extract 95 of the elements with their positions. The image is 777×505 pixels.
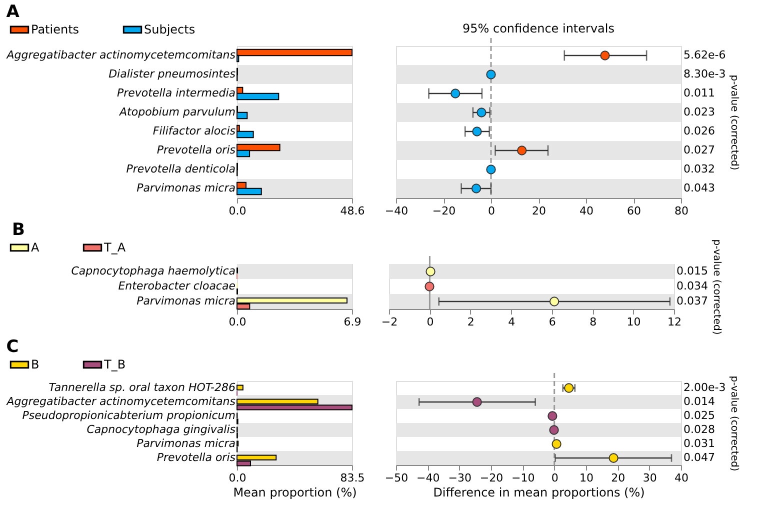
- y-tick-label: 0.034: [676, 280, 708, 292]
- y-tick-label: 0.025: [684, 409, 715, 422]
- point: [472, 397, 482, 407]
- y-tick-label: Capnocytophaga gingivalis: [86, 423, 236, 436]
- y-tick-label: 0.032: [684, 162, 715, 176]
- y-tick-label: Prevotella oris: [156, 144, 236, 156]
- y-tick-label: Tannerella sp. oral taxon HOT-286: [48, 381, 236, 394]
- x-tick-label: 83.5: [340, 472, 365, 484]
- y-tick-label: 0.043: [684, 182, 715, 194]
- x-tick-label: 10: [626, 316, 641, 328]
- x-tick-label: 60: [627, 204, 641, 218]
- legend-label: Patients: [31, 22, 80, 37]
- y-tick-label: 0.023: [684, 106, 715, 118]
- x-tick-label: 40: [580, 204, 594, 218]
- y-tick-label: 0.031: [684, 437, 715, 450]
- y-tick-label: Pseudopropionicabterium propionicum: [22, 409, 236, 422]
- y-tick-label: 0.027: [684, 144, 715, 156]
- x-tick-label: 48.6: [340, 204, 365, 218]
- y-tick-label: Parvimonas micra: [136, 182, 236, 194]
- x-tick-label: 8: [590, 316, 597, 328]
- point: [450, 88, 460, 98]
- x-tick-label: −2: [381, 316, 398, 328]
- x-tick-label: 10: [580, 472, 594, 484]
- x-tick-label: 6: [548, 316, 556, 328]
- point: [472, 126, 482, 136]
- legend-label: Subjects: [144, 22, 196, 37]
- y-tick-label: Prevotella oris: [156, 451, 236, 464]
- point: [486, 70, 496, 80]
- legend-label: T_A: [103, 240, 126, 255]
- y-tick-label: 0.015: [676, 264, 708, 278]
- x-tick-label: 0: [551, 472, 558, 484]
- point: [517, 146, 527, 156]
- x-axis-title: Mean proportion (%): [233, 486, 357, 500]
- legend-label: B: [31, 358, 40, 372]
- point: [608, 453, 618, 463]
- y-tick-label: Filifactor alocis: [152, 124, 236, 138]
- legend-label: A: [31, 240, 40, 255]
- y-tick-label: Dialister pneumosintes: [108, 68, 236, 80]
- point: [476, 108, 486, 118]
- x-tick-label: 6.9: [344, 316, 362, 328]
- y-tick-label: Prevotella intermedia: [117, 86, 236, 100]
- y-tick-label: Aggregatibacter actinomycetemcomitans: [6, 395, 236, 408]
- x-tick-label: 0.0: [228, 204, 246, 218]
- text: B: [12, 220, 25, 240]
- legend-label: T_B: [103, 358, 126, 372]
- point: [564, 383, 574, 393]
- y-axis-title: p-value (corrected): [728, 74, 740, 170]
- point: [548, 411, 558, 421]
- x-tick-label: 20: [611, 472, 626, 484]
- x-tick-label: −20: [480, 472, 504, 484]
- x-tick-label: 4: [508, 316, 516, 328]
- x-tick-label: 0: [488, 204, 495, 218]
- y-tick-label: 5.62e-6: [684, 48, 726, 62]
- y-tick-label: Prevotella denticola: [126, 162, 236, 176]
- y-tick-label: 0.047: [684, 451, 715, 464]
- y-tick-label: 0.037: [676, 294, 708, 308]
- point: [471, 184, 482, 194]
- text: C: [6, 337, 19, 357]
- y-tick-label: Capnocytophaga haemolytica: [71, 264, 236, 278]
- y-tick-label: Aggregatibacter actinomycetemcomitans: [6, 48, 236, 62]
- x-tick-label: −50: [384, 472, 408, 484]
- y-tick-label: Parvimonas micra: [136, 294, 236, 308]
- y-axis-title: p-value (corrected): [728, 376, 740, 472]
- y-tick-label: 0.028: [684, 423, 715, 436]
- chart-title: 95% confidence intervals: [462, 21, 614, 36]
- x-axis-title: Difference in mean proportions (%): [433, 486, 645, 500]
- x-tick-label: −10: [512, 472, 535, 484]
- x-tick-label: 0.0: [228, 472, 246, 484]
- y-tick-label: 0.026: [684, 124, 715, 138]
- x-tick-label: −20: [432, 204, 456, 218]
- x-tick-label: 80: [674, 204, 688, 218]
- y-tick-label: Enterobacter cloacae: [118, 280, 236, 292]
- text: A: [6, 2, 20, 22]
- x-tick-label: −30: [448, 472, 472, 484]
- point: [486, 164, 496, 174]
- y-tick-label: 0.011: [684, 86, 715, 100]
- x-tick-label: 20: [532, 204, 546, 218]
- point: [552, 439, 562, 449]
- x-tick-label: −40: [384, 204, 408, 218]
- y-tick-label: 2.00e-3: [684, 381, 726, 394]
- x-tick-label: 40: [674, 472, 688, 484]
- y-axis-title: p-value (corrected): [710, 239, 722, 335]
- y-tick-label: Parvimonas micra: [136, 437, 236, 450]
- x-tick-label: 30: [642, 472, 657, 484]
- y-tick-label: 8.30e-3: [684, 68, 726, 80]
- x-tick-label: −40: [416, 472, 440, 484]
- y-tick-label: 0.014: [684, 395, 715, 408]
- x-tick-label: 12: [668, 316, 682, 328]
- y-tick-label: Atopobium parvulum: [118, 106, 236, 118]
- point: [600, 50, 610, 60]
- x-tick-label: 0.0: [228, 316, 246, 328]
- x-tick-label: 2: [467, 316, 474, 328]
- point: [549, 425, 559, 435]
- x-tick-label: 0: [426, 316, 434, 328]
- bar: [236, 384, 244, 390]
